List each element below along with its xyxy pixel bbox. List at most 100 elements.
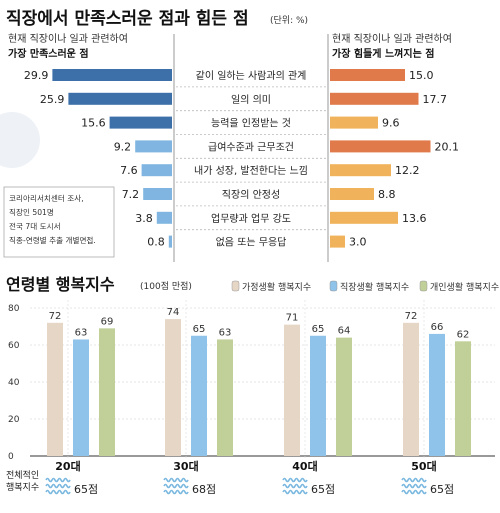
bar-value: 64	[338, 326, 351, 337]
legend-swatch	[231, 280, 240, 292]
happiness-bar	[165, 319, 181, 456]
wave-icon	[282, 477, 308, 483]
legend-swatch	[329, 280, 338, 292]
legend-label: 가정생활 행복지수	[242, 281, 311, 293]
satisfied-bar	[135, 140, 172, 153]
satisfied-bar	[68, 92, 172, 105]
wave-icon	[163, 489, 189, 495]
legend-label: 직장생활 행복지수	[340, 281, 409, 293]
satisfied-value: 25.9	[40, 93, 65, 106]
category-label: 업무량과 업무 강도	[211, 212, 291, 225]
hard-value: 3.0	[349, 236, 367, 249]
category-label: 같이 일하는 사람과의 관계	[196, 69, 307, 82]
bar-value: 65	[312, 324, 325, 335]
satisfied-bar	[143, 188, 172, 200]
hard-bar	[330, 140, 431, 153]
hard-bar	[330, 235, 345, 248]
hard-value: 17.7	[423, 93, 448, 106]
hard-value: 8.8	[378, 188, 396, 201]
happiness-bar	[284, 324, 300, 456]
category-label: 능력을 인정받는 것	[211, 118, 291, 130]
y-tick-label: 40	[8, 378, 20, 388]
y-tick-label: 0	[8, 452, 14, 462]
y-tick-label: 60	[8, 341, 20, 351]
hard-bar	[330, 164, 391, 177]
age-group-label: 20대	[55, 459, 80, 473]
bar-value: 66	[431, 322, 444, 333]
satisfied-value: 7.2	[122, 188, 140, 201]
source-line: 코리아리서치센터 조사,	[9, 193, 84, 203]
chart-title: 직장에서 만족스러운 점과 힘든 점	[6, 8, 249, 29]
category-label: 일의 의미	[231, 94, 271, 106]
legend-label: 개인생활 행복지수	[430, 281, 499, 293]
hard-bar	[330, 92, 419, 105]
hard-bar	[330, 69, 405, 81]
category-label: 급여수준과 근무조건	[208, 141, 294, 153]
decor-circle	[0, 112, 40, 168]
bar-value: 69	[101, 316, 114, 327]
source-line: 전국 7대 도시서	[9, 221, 61, 231]
wave-icon	[401, 489, 427, 495]
category-label: 없음 또는 무응답	[216, 236, 287, 249]
hard-bar	[330, 116, 378, 129]
satisfied-bar	[156, 211, 172, 224]
satisfied-bar	[109, 116, 172, 129]
satisfied-value: 15.6	[81, 117, 106, 130]
y-tick-label: 80	[8, 304, 20, 314]
age-group-label: 30대	[173, 459, 198, 473]
left-header-line1: 현재 직장이나 일과 관련하여	[8, 32, 128, 45]
wave-icon	[282, 483, 308, 489]
overall-score: 65점	[74, 483, 98, 496]
source-line: 직종-연령별 추출 개별면접.	[9, 235, 96, 245]
hard-bar	[330, 211, 398, 224]
happiness-bar	[217, 339, 233, 456]
source-line: 직장인 501명	[9, 207, 54, 217]
satisfied-value: 3.8	[135, 212, 153, 225]
source-box	[3, 186, 115, 258]
wave-icon	[401, 477, 427, 483]
y-tick-label: 20	[8, 415, 20, 425]
satisfied-bar	[141, 164, 172, 177]
bar-value: 63	[75, 327, 88, 338]
hard-value: 9.6	[382, 117, 400, 130]
satisfied-bar	[168, 235, 172, 248]
happiness-bar	[73, 339, 89, 456]
happiness-bar	[429, 333, 445, 456]
left-header-line2: 가장 만족스러운 점	[8, 47, 89, 60]
right-header-line2: 가장 힘들게 느껴지는 점	[332, 47, 434, 60]
happiness-bar	[191, 335, 207, 456]
legend-swatch	[419, 280, 428, 292]
bar-value: 63	[219, 327, 232, 338]
wave-icon	[163, 477, 189, 483]
overall-score: 68점	[192, 483, 216, 496]
overall-score: 65점	[430, 483, 454, 496]
happiness-bar	[403, 322, 419, 456]
happiness-bar	[99, 328, 115, 456]
unit-label: (단위: %)	[270, 15, 308, 26]
wave-icon	[401, 483, 427, 489]
satisfied-value: 9.2	[114, 140, 132, 153]
hard-bar	[330, 188, 374, 200]
age-group-label: 40대	[292, 459, 317, 473]
category-label: 내가 성장, 발전한다는 느낌	[194, 165, 308, 177]
wave-icon	[45, 483, 71, 489]
bar-value: 72	[405, 311, 418, 322]
satisfied-bar	[52, 69, 172, 81]
chart-title: 연령별 행복지수	[6, 275, 115, 294]
hard-value: 13.6	[402, 212, 427, 225]
satisfaction-chart: 직장에서 만족스러운 점과 힘든 점 (단위: %) 현재 직장이나 일과 관련하여…	[0, 8, 460, 262]
happiness-bar	[336, 337, 352, 456]
wave-icon	[45, 489, 71, 495]
bar-value: 62	[457, 329, 470, 340]
wave-icon	[45, 477, 71, 483]
hard-value: 15.0	[409, 69, 434, 82]
wave-icon	[163, 483, 189, 489]
hard-value: 12.2	[395, 164, 420, 177]
satisfied-value: 7.6	[120, 164, 138, 177]
hard-value: 20.1	[435, 140, 460, 153]
bar-value: 74	[167, 307, 180, 318]
happiness-bar	[47, 322, 63, 456]
happiness-index-chart: 연령별 행복지수 (100점 만점) 가정생활 행복지수 직장생활 행복지수 개인생활 …	[6, 275, 499, 496]
bar-value: 71	[286, 313, 299, 324]
bar-value: 65	[193, 324, 206, 335]
